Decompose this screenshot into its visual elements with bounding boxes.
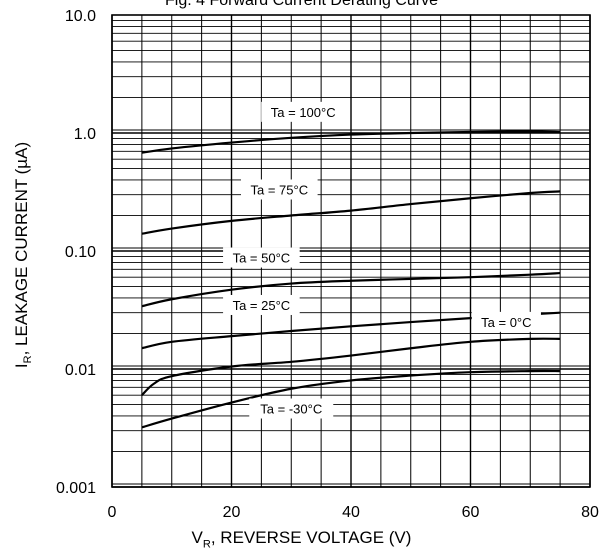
x-axis-label-text: , REVERSE VOLTAGE (V) <box>210 528 412 547</box>
series-label-box <box>223 294 300 315</box>
x-axis-label-subscript: R <box>202 538 211 551</box>
y-axis-label-text: , LEAKAGE CURRENT (µA) <box>11 141 31 356</box>
series-label-box <box>471 311 541 332</box>
grid <box>111 14 591 488</box>
tick-labels: 0 20 40 60 80 0.001 0.01 0.10 1.0 10.0 <box>56 8 599 521</box>
series-line <box>141 271 561 308</box>
series-labels: Ta = 100°C Ta = 75°C Ta = 50°C Ta = 25°C Ta … <box>223 101 541 419</box>
x-tick-label: 60 <box>462 504 480 521</box>
y-tick-label: 0.01 <box>65 362 96 379</box>
series-line <box>141 337 561 396</box>
x-tick-label: 0 <box>108 504 117 521</box>
series-label: Ta = 0°C <box>481 315 531 330</box>
series-label-box <box>249 398 334 419</box>
y-axis-label-symbol: I <box>11 363 31 369</box>
y-axis-label: IR, LEAKAGE CURRENT (µA) <box>12 142 34 368</box>
series-label: Ta = -30°C <box>260 402 322 417</box>
chart-title: Fig. 4 Forward Current Derating Curve <box>165 0 438 9</box>
series-label-box <box>223 247 300 268</box>
y-tick-label: 0.10 <box>65 244 96 261</box>
plot-frame <box>111 14 591 488</box>
y-tick-label: 1.0 <box>74 126 96 143</box>
series-line <box>141 130 561 154</box>
y-axis-label-subscript: R <box>22 355 35 364</box>
series-line <box>141 369 561 429</box>
series-line <box>141 190 561 235</box>
series-label: Ta = 75°C <box>251 182 309 197</box>
x-axis-label: VR, REVERSE VOLTAGE (V) <box>0 528 603 550</box>
series-label-box <box>241 179 318 200</box>
x-axis-label-symbol: V <box>191 528 203 547</box>
y-tick-label: 0.001 <box>56 480 96 497</box>
x-tick-label: 20 <box>223 504 241 521</box>
series-label-box <box>261 101 346 122</box>
x-tick-label: 80 <box>581 504 599 521</box>
curves <box>141 130 561 429</box>
series-label: Ta = 25°C <box>233 298 291 313</box>
y-tick-label: 10.0 <box>65 8 96 25</box>
series-label: Ta = 50°C <box>233 251 291 266</box>
x-tick-label: 40 <box>342 504 360 521</box>
series-label: Ta = 100°C <box>271 105 336 120</box>
